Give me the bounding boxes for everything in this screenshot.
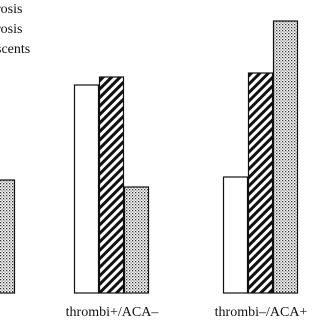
bar [272,20,299,294]
x-tick-label: thrombi–/ACA+ [215,305,308,320]
legend-label: rosis [0,22,22,37]
legend-label: rosis [0,2,22,17]
bar [123,186,150,294]
bar [247,72,274,294]
bar [0,179,16,294]
bar [222,176,249,294]
x-tick-label: thrombi+/ACA– [66,305,160,320]
bar [98,76,125,294]
bar [73,84,100,294]
